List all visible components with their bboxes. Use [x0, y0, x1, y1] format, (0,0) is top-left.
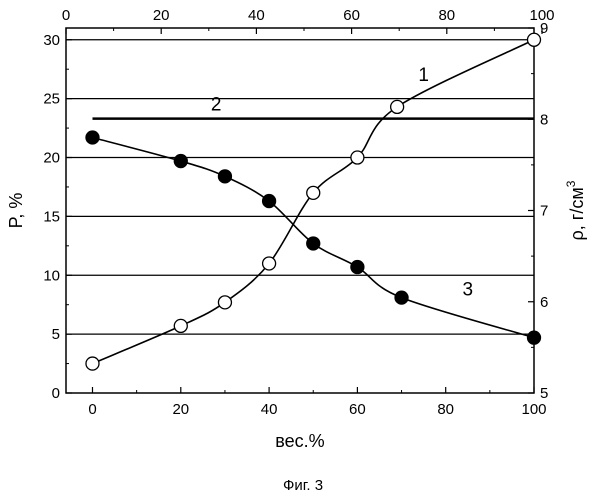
x-top-tick-label: 80	[438, 7, 455, 24]
x-axis-title: вес.%	[275, 431, 324, 451]
x-tick-label: 80	[437, 401, 454, 418]
x-tick-label: 20	[172, 401, 189, 418]
curve-label-3: 3	[462, 279, 473, 300]
y-left-tick-label: 10	[43, 267, 60, 284]
y-left-tick-label: 30	[43, 32, 60, 49]
y-axis-left-title: P, %	[6, 193, 26, 229]
y-axis-right-title-base: ρ, г/см	[567, 187, 587, 240]
axis-ticks	[66, 28, 542, 393]
y-axis-right-title: ρ, г/см3	[564, 180, 587, 240]
series-point-3	[351, 261, 364, 274]
series-point-1	[351, 151, 364, 164]
figure-caption: Фиг. 3	[283, 477, 323, 494]
series-point-1	[307, 186, 320, 199]
x-tick-label: 100	[521, 401, 546, 418]
tick-labels: 0510152025305678902040608010002040608010…	[43, 7, 554, 418]
y-left-tick-label: 5	[52, 326, 60, 343]
y-left-tick-label: 25	[43, 91, 60, 108]
series-point-3	[307, 237, 320, 250]
x-top-tick-label: 0	[62, 7, 70, 24]
series-point-1	[174, 319, 187, 332]
y-left-tick-label: 20	[43, 150, 60, 167]
series-point-3	[395, 291, 408, 304]
x-tick-label: 40	[261, 401, 278, 418]
y-left-tick-label: 15	[43, 208, 60, 225]
x-tick-label: 0	[88, 401, 96, 418]
curve-label-1: 1	[418, 65, 429, 86]
series-line-1	[92, 40, 534, 364]
y-right-tick-label: 7	[540, 203, 548, 220]
series-point-1	[391, 100, 404, 113]
series-point-1	[218, 296, 231, 309]
series-group	[86, 33, 541, 370]
y-axis-right-title-superscript: 3	[564, 180, 578, 187]
plot-frame	[66, 28, 534, 393]
series-point-3	[218, 170, 231, 183]
x-top-tick-label: 40	[248, 7, 265, 24]
x-top-tick-label: 100	[529, 7, 554, 24]
y-left-tick-label: 0	[52, 385, 60, 402]
series-point-3	[86, 131, 99, 144]
y-right-tick-label: 5	[540, 385, 548, 402]
series-point-1	[263, 257, 276, 270]
series-point-3	[263, 195, 276, 208]
y-right-tick-label: 8	[540, 111, 548, 128]
curve-label-2: 2	[211, 94, 222, 115]
x-tick-label: 60	[349, 401, 366, 418]
y-right-tick-label: 6	[540, 294, 548, 311]
series-point-3	[528, 331, 541, 344]
series-point-3	[174, 155, 187, 168]
x-top-tick-label: 60	[343, 7, 360, 24]
series-point-1	[86, 357, 99, 370]
x-top-tick-label: 20	[153, 7, 170, 24]
series-point-1	[528, 33, 541, 46]
